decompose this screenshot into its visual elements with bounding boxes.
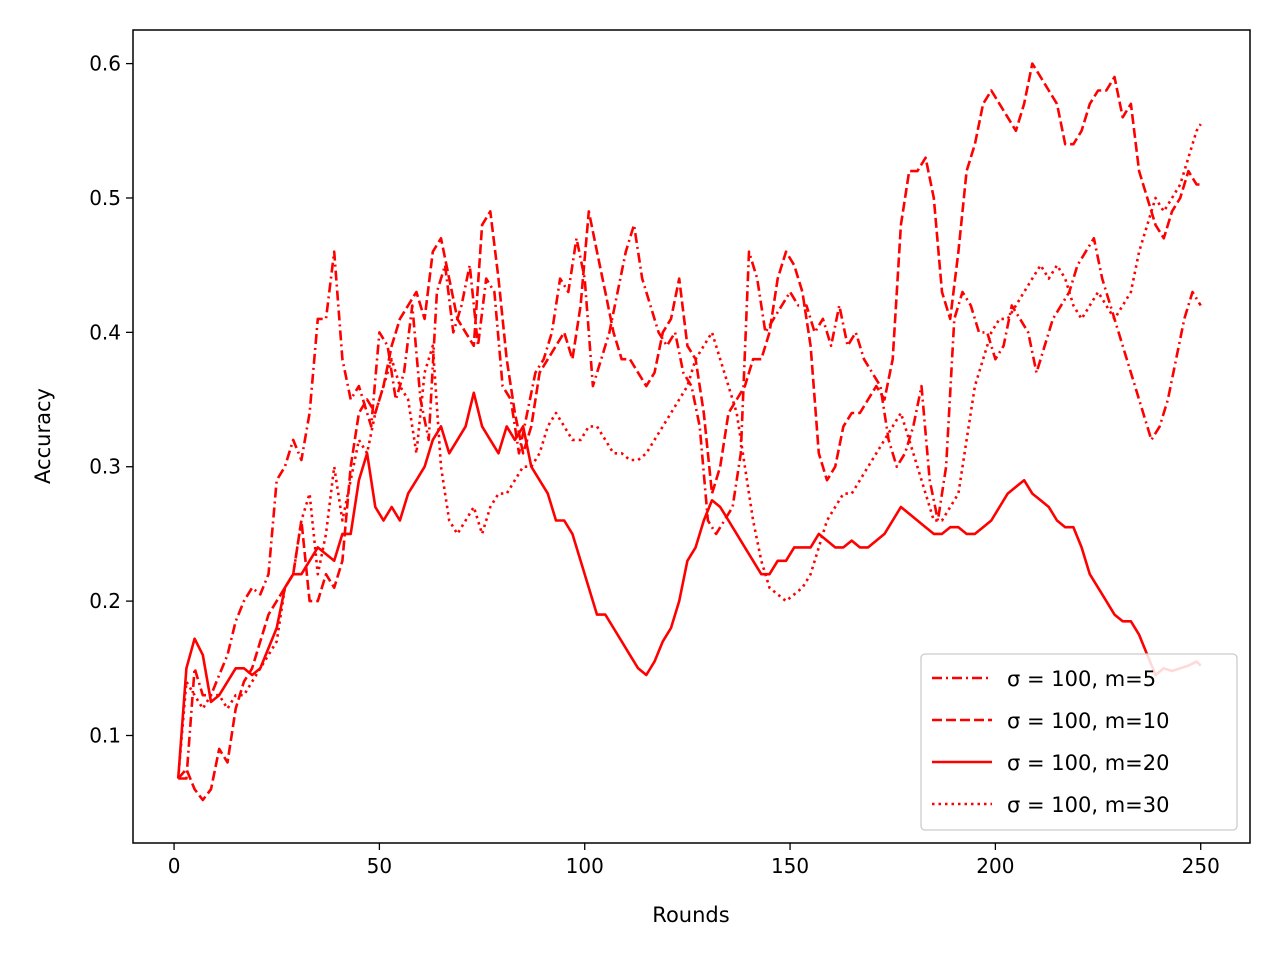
y-tick-label: 0.1 — [89, 723, 121, 747]
y-tick-label: 0.2 — [89, 589, 121, 613]
series-line-1 — [178, 223, 1202, 780]
x-tick-label: 250 — [1182, 854, 1220, 878]
y-tick-label: 0.6 — [89, 52, 121, 76]
series-line-2 — [177, 62, 1201, 802]
y-tick-label: 0.3 — [89, 455, 121, 479]
x-tick-label: 0 — [168, 854, 181, 878]
series-layer — [176, 62, 1202, 802]
y-axis: 0.1 0.2 0.3 0.4 0.5 0.6 — [89, 52, 133, 747]
x-axis-label: Rounds — [652, 903, 729, 927]
x-axis: 0 50 100 150 200 250 — [168, 843, 1220, 878]
y-tick-label: 0.4 — [89, 320, 121, 344]
legend-label-1: σ = 100, m=5 — [1007, 667, 1156, 691]
y-tick-label: 0.5 — [89, 186, 121, 210]
legend-label-2: σ = 100, m=10 — [1007, 709, 1169, 733]
series-line-3 — [176, 391, 1202, 779]
legend-box — [920, 653, 1238, 831]
plot-frame — [132, 29, 1251, 844]
y-axis-label: Accuracy — [31, 388, 55, 484]
x-tick-label: 200 — [976, 854, 1014, 878]
legend-label-3: σ = 100, m=20 — [1007, 751, 1169, 775]
legend: σ = 100, m=5 σ = 100, m=10 σ = 100, m=20 σ … — [920, 653, 1238, 831]
x-tick-label: 50 — [367, 854, 392, 878]
x-tick-label: 150 — [771, 854, 809, 878]
legend-label-4: σ = 100, m=30 — [1007, 793, 1169, 817]
x-tick-label: 100 — [566, 854, 604, 878]
